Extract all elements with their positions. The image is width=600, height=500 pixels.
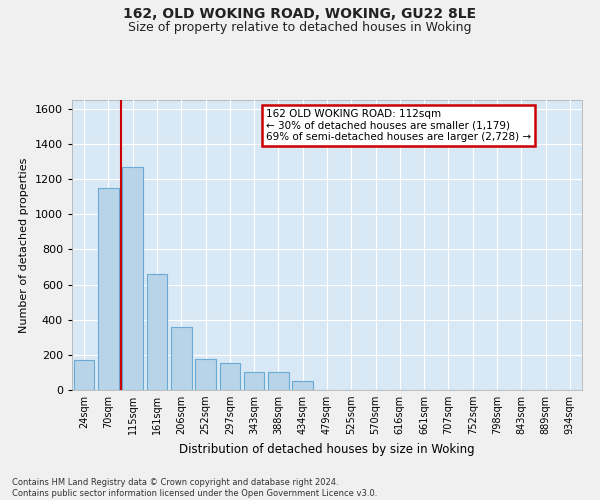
Text: Contains HM Land Registry data © Crown copyright and database right 2024.
Contai: Contains HM Land Registry data © Crown c… [12,478,377,498]
Bar [220,363,240,390]
Bar [98,188,119,390]
Text: 162 OLD WOKING ROAD: 112sqm
← 30% of detached houses are smaller (1,179)
69% of : 162 OLD WOKING ROAD: 112sqm ← 30% of det… [266,108,531,142]
Bar [74,360,94,390]
Bar [146,274,167,390]
Bar [122,167,143,390]
Bar [244,372,265,390]
Y-axis label: Number of detached properties: Number of detached properties [19,158,29,332]
Bar [195,359,216,390]
Bar [268,372,289,390]
Bar [292,381,313,390]
Text: Size of property relative to detached houses in Woking: Size of property relative to detached ho… [128,21,472,34]
Text: 162, OLD WOKING ROAD, WOKING, GU22 8LE: 162, OLD WOKING ROAD, WOKING, GU22 8LE [124,8,476,22]
Text: Distribution of detached houses by size in Woking: Distribution of detached houses by size … [179,442,475,456]
Bar [171,326,191,390]
